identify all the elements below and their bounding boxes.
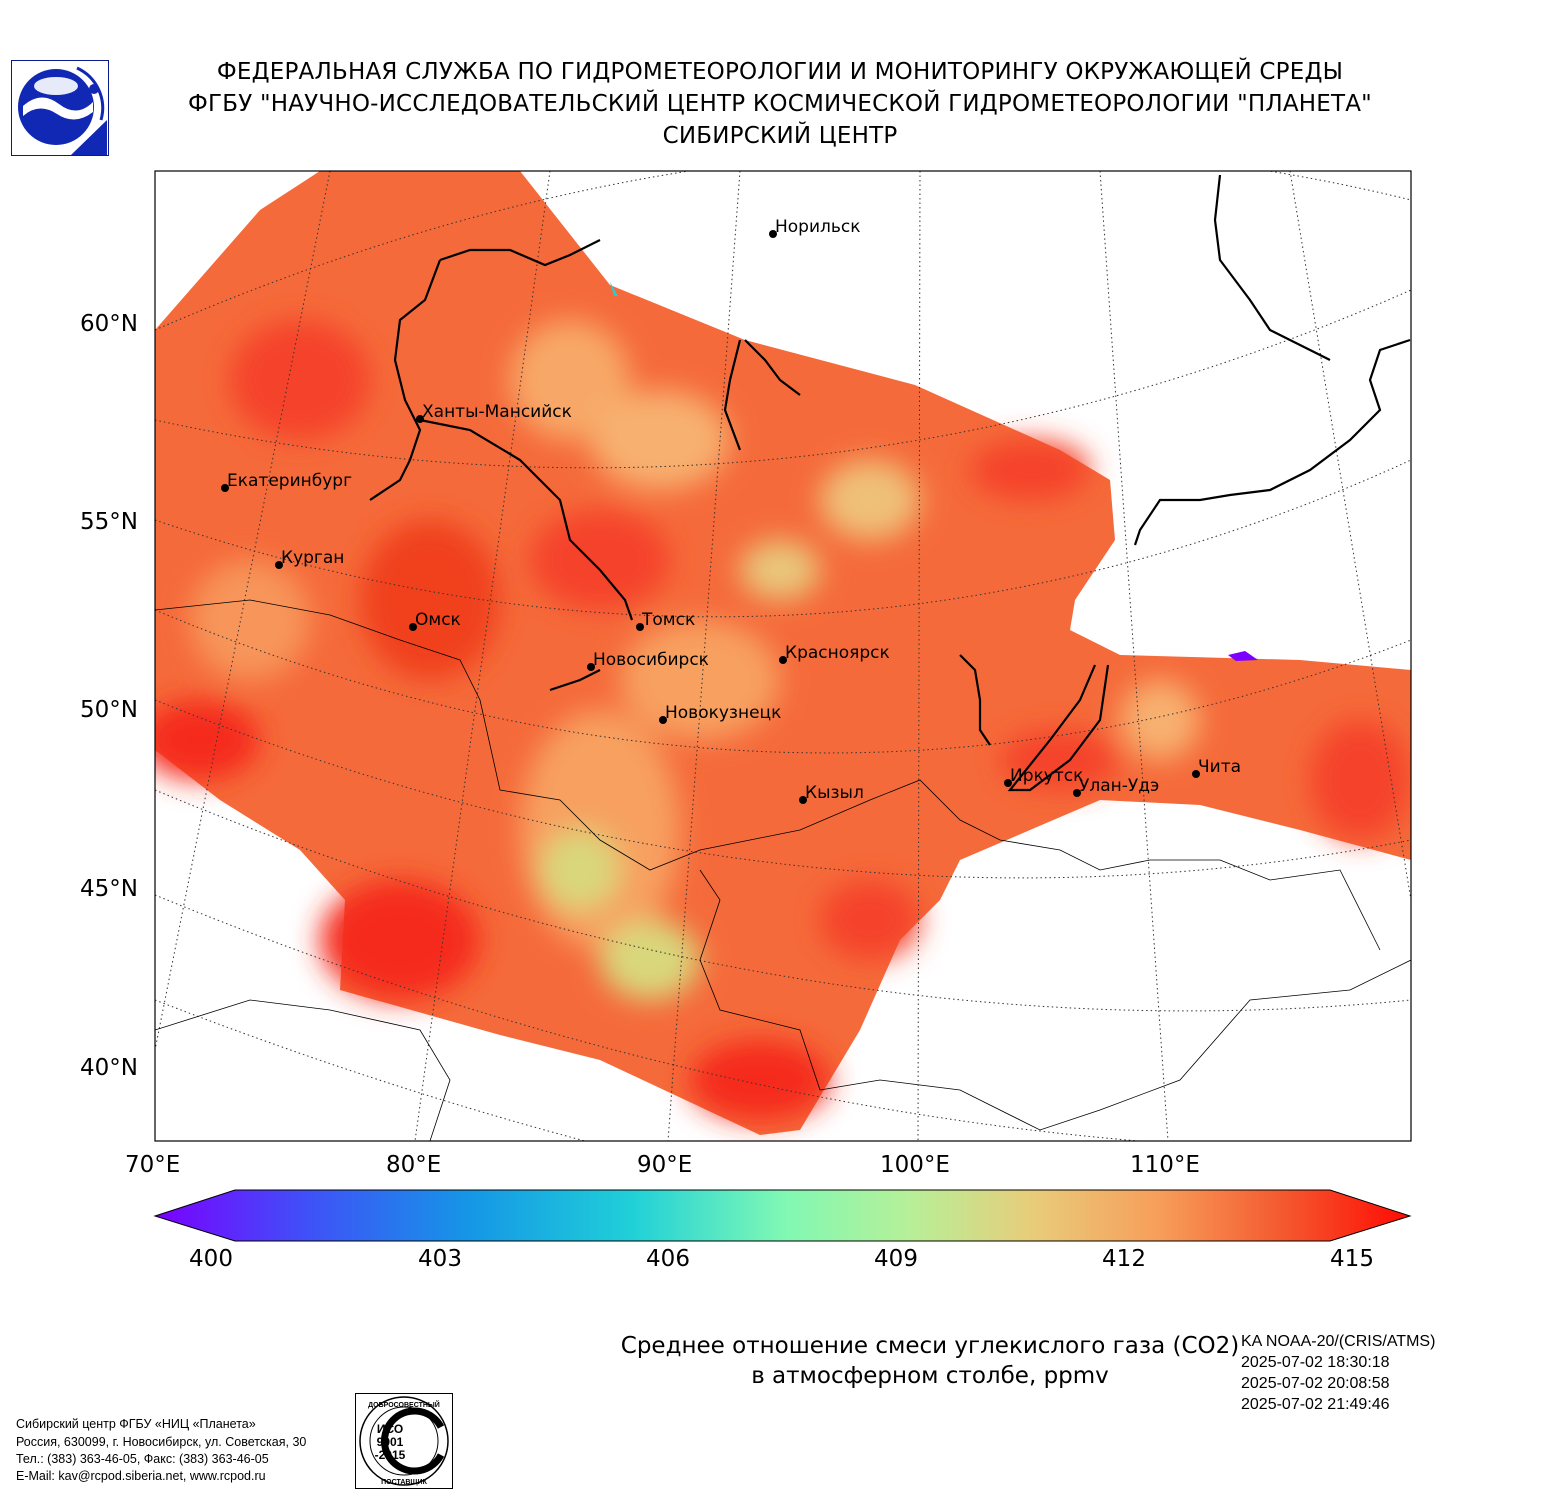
- header-line-2: ФГБУ "НАУЧНО-ИССЛЕДОВАТЕЛЬСКИЙ ЦЕНТР КОС…: [188, 91, 1372, 117]
- lat-label: 45°N: [80, 876, 138, 902]
- city-marker: [769, 230, 777, 238]
- colorbar-tick: 406: [646, 1246, 690, 1272]
- header-line-3: СИБИРСКИЙ ЦЕНТР: [662, 123, 898, 149]
- parameter-line-2: в атмосферном столбе, ppmv: [751, 1363, 1109, 1389]
- lon-label: 110°E: [1130, 1152, 1200, 1178]
- city-marker: [1004, 779, 1012, 787]
- city-marker: [221, 484, 229, 492]
- co2-field: [155, 171, 1411, 1135]
- lon-label: 90°E: [637, 1152, 693, 1178]
- lon-label: 100°E: [880, 1152, 950, 1178]
- city-label: Норильск: [775, 217, 861, 237]
- satellite-pass: 2025-07-02 21:49:46: [1241, 1396, 1390, 1413]
- city-label: Екатеринбург: [227, 471, 353, 491]
- city-label: Новосибирск: [593, 650, 709, 670]
- svg-text:ДОБРОСОВЕСТНЫЙ: ДОБРОСОВЕСТНЫЙ: [368, 1400, 440, 1409]
- city-marker: [659, 716, 667, 724]
- svg-text:-2015: -2015: [375, 1448, 406, 1462]
- footer-line: E-Mail: kav@rcpod.siberia.net, www.rcpod…: [16, 1469, 266, 1483]
- colorbar-tick: 400: [189, 1246, 233, 1272]
- rivers: [369, 174, 1411, 792]
- colorbar-tick: 403: [418, 1246, 462, 1272]
- parameter-line-1: Среднее отношение смеси углекислого газа…: [620, 1333, 1240, 1359]
- satellite-pass: 2025-07-02 20:08:58: [1241, 1375, 1390, 1392]
- lat-label: 60°N: [80, 311, 138, 337]
- city-label: Чита: [1198, 757, 1242, 777]
- colorbar-tick: 412: [1102, 1246, 1146, 1272]
- city-label: Томск: [642, 610, 696, 630]
- svg-text:ПОСТАВЩИК: ПОСТАВЩИК: [381, 1479, 427, 1486]
- city-label: Омск: [415, 610, 461, 630]
- lat-label: 50°N: [80, 697, 138, 723]
- city-marker: [636, 623, 644, 631]
- satellite-name: KA NOAA-20/(CRIS/ATMS): [1241, 1333, 1436, 1350]
- iso-badge-icon: ДОБРОСОВЕСТНЫЙ ИСО 9001 -2015 ПОСТАВЩИК: [355, 1393, 453, 1489]
- city-marker: [1073, 789, 1081, 797]
- footer-line: Тел.: (383) 363-46-05, Факс: (383) 363-4…: [16, 1452, 269, 1466]
- footer-line: Россия, 630099, г. Новосибирск, ул. Сове…: [16, 1435, 307, 1449]
- city-label: Ханты-Мансийск: [422, 402, 572, 422]
- city-marker: [779, 656, 787, 664]
- city-marker: [1192, 770, 1200, 778]
- footer-line: Сибирский центр ФГБУ «НИЦ «Планета»: [16, 1417, 256, 1431]
- city-label: Улан-Удэ: [1079, 776, 1160, 796]
- lat-label: 40°N: [80, 1055, 138, 1081]
- city-label: Иркутск: [1010, 766, 1084, 786]
- city-marker: [416, 415, 424, 423]
- borders: [155, 599, 1411, 1141]
- graticule: [155, 171, 1411, 1141]
- lon-label: 80°E: [386, 1152, 442, 1178]
- svg-text:ИСО: ИСО: [377, 1422, 403, 1436]
- city-marker: [799, 796, 807, 804]
- satellite-pass: 2025-07-02 18:30:18: [1241, 1354, 1390, 1371]
- city-marker: [409, 623, 417, 631]
- planeta-logo-icon: [11, 60, 109, 156]
- lat-label: 55°N: [80, 509, 138, 535]
- city-label: Новокузнецк: [665, 703, 782, 723]
- city-marker: [587, 663, 595, 671]
- colorbar-tick: 415: [1330, 1246, 1374, 1272]
- colorbar-tick: 409: [874, 1246, 918, 1272]
- city-label: Курган: [281, 548, 345, 568]
- map-frame: [154, 170, 1412, 1142]
- colorbar: [153, 1189, 1412, 1242]
- lon-label: 70°E: [125, 1152, 181, 1178]
- svg-text:9001: 9001: [377, 1435, 404, 1449]
- city-label: Красноярск: [785, 643, 890, 663]
- city-label: Кызыл: [805, 783, 864, 803]
- city-marker: [275, 561, 283, 569]
- header-line-1: ФЕДЕРАЛЬНАЯ СЛУЖБА ПО ГИДРОМЕТЕОРОЛОГИИ …: [216, 59, 1344, 85]
